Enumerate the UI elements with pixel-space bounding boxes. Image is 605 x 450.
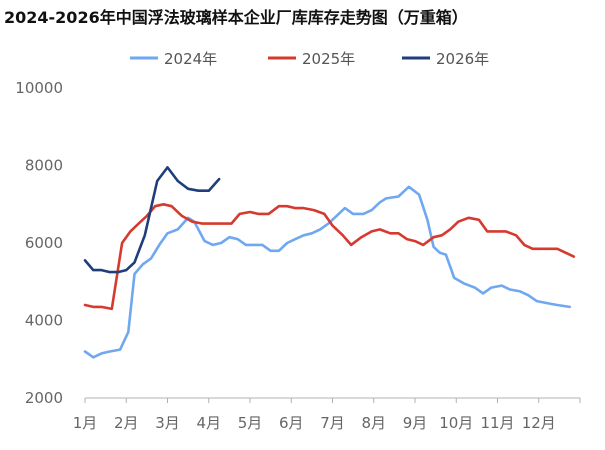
x-tick-label: 8月: [361, 414, 386, 432]
y-tick-label: 10000: [15, 79, 63, 97]
x-tick-label: 4月: [196, 414, 221, 432]
x-tick-label: 9月: [403, 414, 428, 432]
series-line-2025年: [83, 203, 576, 311]
x-tick-label: 2月: [114, 414, 139, 432]
x-tick-label: 1月: [73, 414, 98, 432]
chart-title: 2024-2026年中国浮法玻璃样本企业厂库库存走势图（万重箱）: [4, 8, 468, 27]
series-line-2026年: [83, 166, 221, 274]
x-axis: 1月 2月 3月 4月 5月 6月 7月 8月 9月 10月 11月 12月: [73, 397, 581, 432]
y-axis: 2000 4000 6000 8000 10000: [15, 79, 63, 407]
legend: 2024年 2025年 2026年: [130, 50, 489, 68]
x-tick-label: 5月: [238, 414, 263, 432]
series-layer: [83, 166, 576, 359]
y-tick-label: 6000: [25, 234, 63, 252]
y-tick-label: 2000: [25, 389, 63, 407]
x-tick-label: 6月: [279, 414, 304, 432]
y-tick-label: 8000: [25, 157, 63, 175]
x-tick-label: 3月: [155, 414, 180, 432]
x-tick-label: 7月: [320, 414, 345, 432]
y-tick-label: 4000: [25, 312, 63, 330]
series-line-2024年: [83, 185, 572, 359]
legend-label: 2026年: [436, 50, 489, 68]
x-tick-label: 11月: [480, 414, 514, 432]
x-tick-label: 12月: [522, 414, 556, 432]
x-tick-label: 10月: [439, 414, 473, 432]
legend-label: 2024年: [164, 50, 217, 68]
legend-label: 2025年: [302, 50, 355, 68]
